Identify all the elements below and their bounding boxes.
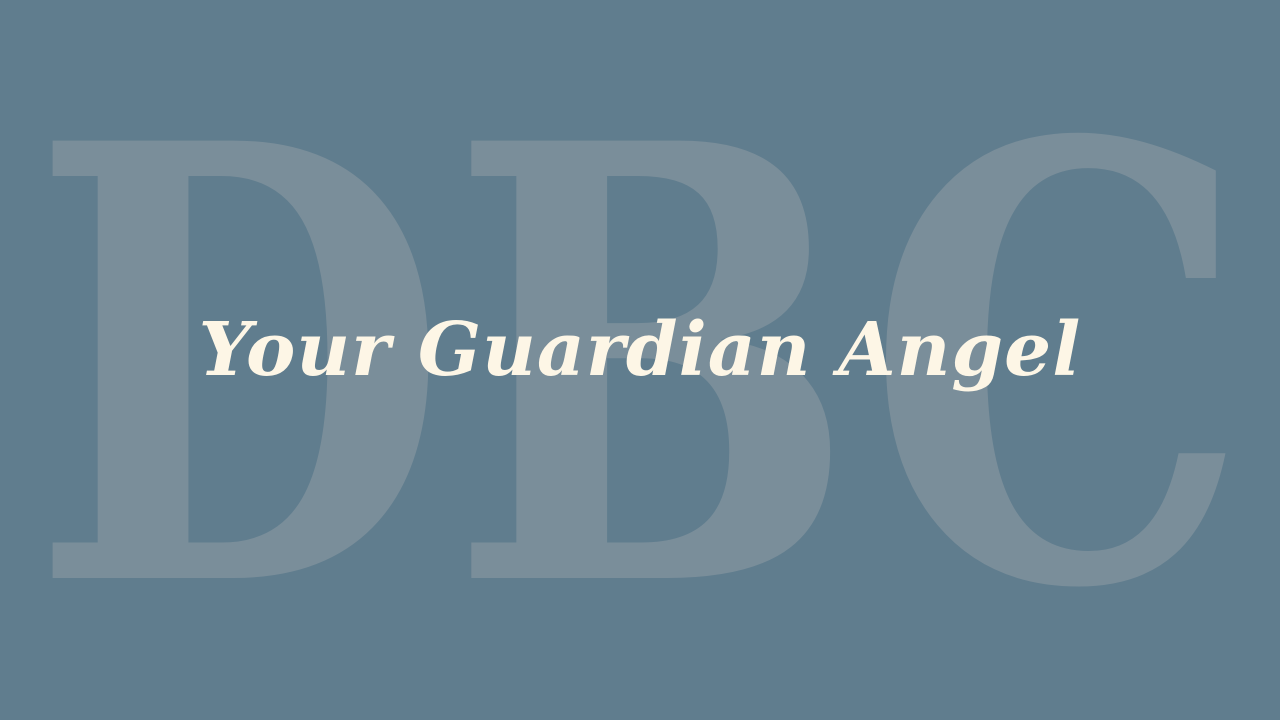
slide-title: Your Guardian Angel: [198, 307, 1082, 393]
watermark-text: DBC: [30, 15, 1250, 720]
